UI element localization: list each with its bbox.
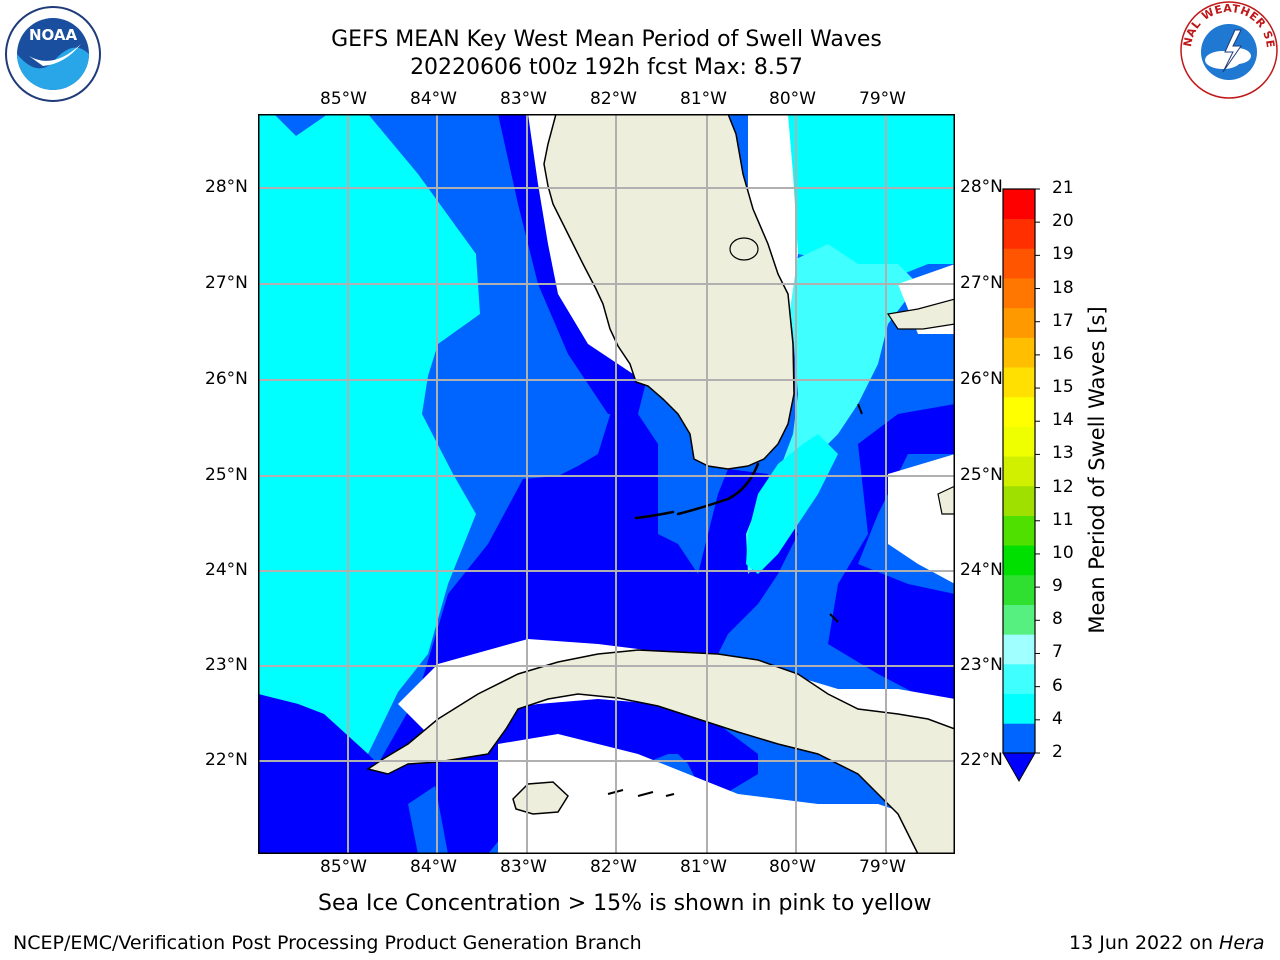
colorbar-segment bbox=[1003, 456, 1035, 487]
colorbar-segments bbox=[1003, 189, 1035, 754]
colorbar-segment bbox=[1003, 515, 1035, 546]
colorbar-segment bbox=[1003, 367, 1035, 398]
colorbar-tick-label: 7 bbox=[1052, 642, 1063, 663]
lat-label-right: 25°N bbox=[960, 465, 1003, 485]
lon-label-bottom: 80°W bbox=[769, 857, 816, 877]
lon-label-top: 83°W bbox=[500, 89, 547, 109]
lon-label-top: 85°W bbox=[320, 89, 367, 109]
map-title: GEFS MEAN Key West Mean Period of Swell … bbox=[331, 27, 882, 52]
lon-label-top: 82°W bbox=[590, 89, 637, 109]
colorbar-segment bbox=[1003, 337, 1035, 368]
bahamas-grand bbox=[886, 298, 955, 330]
colorbar-tick-label: 6 bbox=[1052, 675, 1063, 696]
lon-label-top: 84°W bbox=[410, 89, 457, 109]
colorbar-tick-label: 20 bbox=[1052, 211, 1074, 232]
lat-label-right: 23°N bbox=[960, 655, 1003, 675]
florida-keys bbox=[634, 462, 760, 520]
colorbar-tick-label: 16 bbox=[1052, 343, 1074, 364]
colorbar-segment bbox=[1003, 574, 1035, 605]
lat-label-left: 25°N bbox=[205, 465, 248, 485]
lon-label-bottom: 82°W bbox=[590, 857, 637, 877]
colorbar-tick-label: 15 bbox=[1052, 377, 1074, 398]
lat-label-left: 22°N bbox=[205, 750, 248, 770]
no-data-cuba-south bbox=[498, 734, 955, 854]
colorbar-under-triangle bbox=[1002, 752, 1036, 783]
colorbar-tick-label: 10 bbox=[1052, 542, 1074, 563]
colorbar-segment bbox=[1003, 396, 1035, 427]
colorbar-segment bbox=[1003, 278, 1035, 309]
colorbar-segment bbox=[1003, 218, 1035, 249]
swell-period-map bbox=[258, 114, 955, 854]
colorbar-title: Mean Period of Swell Waves [s] bbox=[1085, 306, 1109, 634]
lat-label-right: 27°N bbox=[960, 273, 1003, 293]
lon-label-bottom: 85°W bbox=[320, 857, 367, 877]
map-subtitle: 20220606 t00z 192h fcst Max: 8.57 bbox=[410, 55, 803, 80]
no-data-bahamas-east bbox=[888, 454, 955, 584]
colorbar-tick-label: 14 bbox=[1052, 410, 1074, 431]
sea-dark-center bbox=[418, 374, 798, 854]
colorbar-segment bbox=[1003, 545, 1035, 576]
footer-host: Hera bbox=[1219, 932, 1265, 954]
lat-label-left: 28°N bbox=[205, 177, 248, 197]
lat-label-left: 24°N bbox=[205, 560, 248, 580]
sea-ice-note: Sea Ice Concentration > 15% is shown in … bbox=[318, 891, 932, 916]
map-grid bbox=[258, 114, 955, 854]
bahamas-andros bbox=[937, 485, 955, 515]
cuba-land bbox=[366, 649, 955, 854]
colorbar-segment bbox=[1003, 723, 1035, 754]
footer-date: 13 Jun 2022 on Hera bbox=[1069, 932, 1264, 954]
colorbar-segment bbox=[1003, 693, 1035, 724]
lat-label-left: 23°N bbox=[205, 655, 248, 675]
lon-label-top: 79°W bbox=[859, 89, 906, 109]
colorbar-tick-label: 12 bbox=[1052, 476, 1074, 497]
sea-light-west bbox=[258, 114, 480, 754]
colorbar-frame bbox=[1002, 188, 1036, 754]
map-frame bbox=[258, 114, 955, 854]
colorbar-tick-label: 13 bbox=[1052, 443, 1074, 464]
lat-label-right: 28°N bbox=[960, 177, 1003, 197]
colorbar-segment bbox=[1003, 604, 1035, 635]
lon-label-bottom: 84°W bbox=[410, 857, 457, 877]
sea-light-northeast bbox=[788, 114, 955, 284]
lake-okeechobee bbox=[729, 237, 759, 261]
colorbar-tick-label: 8 bbox=[1052, 609, 1063, 630]
footer-credit: NCEP/EMC/Verification Post Processing Pr… bbox=[13, 932, 642, 954]
lon-label-top: 81°W bbox=[680, 89, 727, 109]
noaa-logo-text: NOAA bbox=[29, 26, 78, 44]
colorbar-tick-label: 18 bbox=[1052, 277, 1074, 298]
colorbar-segment bbox=[1003, 426, 1035, 457]
lat-label-left: 27°N bbox=[205, 273, 248, 293]
lon-label-bottom: 83°W bbox=[500, 857, 547, 877]
colorbar-tick-label: 21 bbox=[1052, 178, 1074, 198]
noaa-logo: NOAA bbox=[5, 6, 101, 102]
lon-label-bottom: 79°W bbox=[859, 857, 906, 877]
colorbar bbox=[1002, 188, 1040, 783]
colorbar-tick-label: 4 bbox=[1052, 708, 1063, 729]
colorbar-tick-label: 2 bbox=[1052, 742, 1063, 762]
footer-date-text: 13 Jun 2022 on bbox=[1069, 932, 1220, 954]
lat-label-right: 24°N bbox=[960, 560, 1003, 580]
colorbar-segment bbox=[1003, 307, 1035, 338]
colorbar-tick-label: 19 bbox=[1052, 244, 1074, 265]
lon-label-bottom: 81°W bbox=[680, 857, 727, 877]
colorbar-tick-label: 17 bbox=[1052, 310, 1074, 331]
colorbar-tick-label: 9 bbox=[1052, 576, 1063, 597]
sea-light-keys bbox=[746, 434, 838, 574]
colorbar-segment bbox=[1003, 634, 1035, 665]
colorbar-segment bbox=[1003, 663, 1035, 695]
colorbar-segment bbox=[1003, 485, 1035, 516]
sea-dark-east bbox=[828, 404, 955, 714]
colorbar-ticks bbox=[1035, 188, 1040, 754]
lon-label-top: 80°W bbox=[769, 89, 816, 109]
colorbar-segment bbox=[1003, 189, 1035, 220]
colorbar-tick-label: 11 bbox=[1052, 509, 1074, 530]
nws-logo: NATIONAL WEATHER SERVICE bbox=[1179, 0, 1278, 99]
lat-label-right: 22°N bbox=[960, 750, 1003, 770]
lat-label-left: 26°N bbox=[205, 369, 248, 389]
lat-label-right: 26°N bbox=[960, 369, 1003, 389]
colorbar-segment bbox=[1003, 248, 1035, 279]
